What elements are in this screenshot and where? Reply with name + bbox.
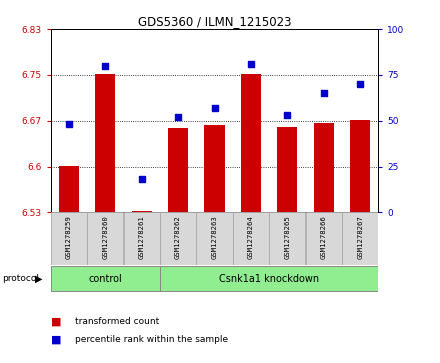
Point	[102, 63, 109, 69]
Point	[284, 112, 291, 118]
Text: ■: ■	[51, 316, 65, 326]
Point	[320, 90, 327, 96]
Bar	[269, 212, 305, 265]
Text: transformed count: transformed count	[75, 317, 159, 326]
Text: GSM1278259: GSM1278259	[66, 215, 72, 259]
Bar	[160, 212, 196, 265]
Bar	[168, 128, 188, 212]
Text: GSM1278262: GSM1278262	[175, 215, 181, 259]
Bar	[95, 74, 115, 212]
Bar	[314, 123, 334, 212]
Text: ■: ■	[51, 334, 65, 344]
Point	[247, 61, 254, 67]
Bar	[342, 212, 378, 265]
Text: ▶: ▶	[35, 274, 43, 284]
Bar	[160, 266, 378, 291]
Bar	[51, 212, 87, 265]
Point	[175, 114, 182, 120]
Bar	[277, 127, 297, 212]
Bar	[124, 212, 160, 265]
Bar	[59, 166, 79, 212]
Bar	[233, 212, 269, 265]
Bar	[241, 74, 261, 212]
Bar	[306, 212, 342, 265]
Text: GSM1278265: GSM1278265	[284, 215, 290, 259]
Bar	[350, 120, 370, 212]
Text: protocol: protocol	[2, 274, 39, 283]
Text: GSM1278264: GSM1278264	[248, 215, 254, 259]
Point	[211, 105, 218, 111]
Text: GSM1278266: GSM1278266	[321, 215, 327, 259]
Bar	[197, 212, 232, 265]
Bar	[87, 212, 123, 265]
Title: GDS5360 / ILMN_1215023: GDS5360 / ILMN_1215023	[138, 15, 291, 28]
Text: percentile rank within the sample: percentile rank within the sample	[75, 335, 228, 344]
Text: GSM1278260: GSM1278260	[102, 215, 108, 259]
Text: Csnk1a1 knockdown: Csnk1a1 knockdown	[219, 274, 319, 284]
Text: GSM1278261: GSM1278261	[139, 215, 145, 259]
Bar	[205, 125, 224, 212]
Text: GSM1278263: GSM1278263	[212, 215, 217, 259]
Text: control: control	[88, 274, 122, 284]
Point	[357, 81, 364, 87]
Point	[65, 122, 72, 127]
Text: GSM1278267: GSM1278267	[357, 215, 363, 259]
Point	[138, 176, 145, 182]
Bar	[132, 211, 152, 212]
Bar	[51, 266, 160, 291]
